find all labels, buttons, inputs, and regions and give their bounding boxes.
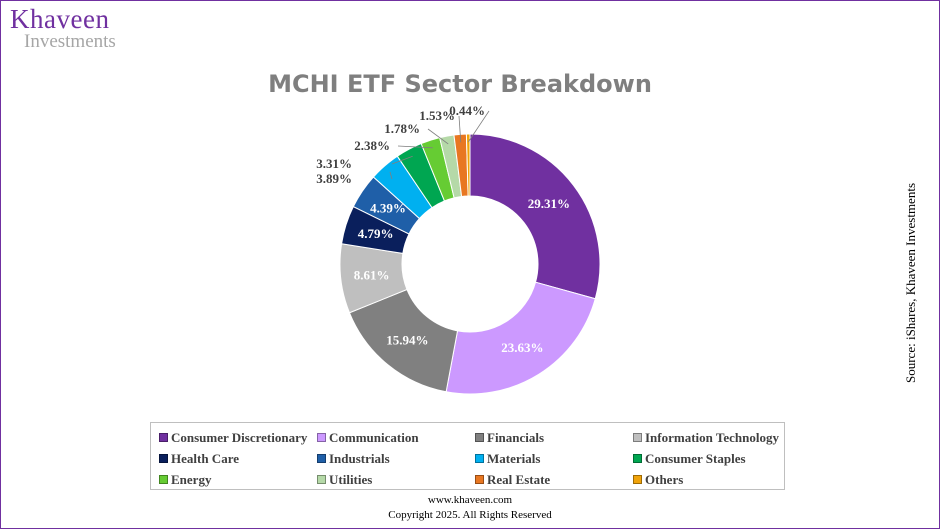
slice-others [465,133,471,197]
legend-item-health-care: Health Care [159,448,317,469]
legend-swatch [159,475,168,484]
legend-item-consumer-staples: Consumer Staples [633,448,791,469]
legend-swatch [159,433,168,442]
data-label-health-care: 4.79% [358,226,394,241]
legend-swatch [633,433,642,442]
legend-item-energy: Energy [159,469,317,490]
legend-label: Financials [487,429,545,445]
legend-swatch [475,433,484,442]
data-label-real-estate: 1.53% [419,108,455,123]
legend-item-materials: Materials [475,448,633,469]
leader-line-others [467,110,490,143]
donut-chart: 29.31% 23.63% 15.94% 8.61% 4.79% 4.39% 3.89%3.… [316,103,601,395]
legend-label: Consumer Staples [645,450,746,466]
legend-item-information-technology: Information Technology [633,427,791,448]
source-note: Source: iShares, Khaveen Investments [903,182,918,383]
legend-item-consumer-discretionary: Consumer Discretionary [159,427,317,448]
footer-url: www.khaveen.com [427,494,513,506]
legend-label: Real Estate [487,471,551,487]
slice-consumer-discretionary [469,133,601,300]
data-label-communication: 23.63% [501,340,543,355]
legend-swatch [317,475,326,484]
legend-label: Utilities [329,471,373,487]
legend-swatch [633,475,642,484]
legend-item-others: Others [633,469,791,490]
legend-label: Others [645,471,684,487]
legend-swatch [317,454,326,463]
legend-item-communication: Communication [317,427,475,448]
data-label-utilities: 1.78% [384,121,420,136]
legend-swatch [475,454,484,463]
leader-line-real-estate [458,115,462,143]
legend-item-utilities: Utilities [317,469,475,490]
data-label-energy: 2.38% [354,138,390,153]
data-label-consumer-staples: 3.31% [316,156,352,171]
legend-label: Consumer Discretionary [171,429,308,445]
legend-swatch [317,433,326,442]
legend-swatch [475,475,484,484]
data-label-others: 0.44% [449,103,485,118]
leader-line-utilities [427,128,449,145]
legend-label: Industrials [329,450,390,466]
legend-swatch [159,454,168,463]
footer-copyright: Copyright 2025. All Rights Reserved [388,509,552,521]
legend-label: Energy [171,471,212,487]
logo-sub: Investments [24,31,116,52]
legend-item-real-estate: Real Estate [475,469,633,490]
logo-main: Khaveen [10,4,110,34]
chart-title: MCHI ETF Sector Breakdown [268,70,652,98]
legend-label: Health Care [171,450,239,466]
data-label-consumer-discretionary: 29.31% [528,196,570,211]
legend-label: Communication [329,429,419,445]
legend-label: Information Technology [645,429,779,445]
data-label-materials: 3.89% [316,171,352,186]
data-label-industrials: 4.39% [370,200,406,215]
legend-item-industrials: Industrials [317,448,475,469]
chart-legend: Consumer Discretionary Communication Finan… [150,422,785,490]
leader-line-consumer-staples [391,155,413,165]
data-label-financials: 15.94% [386,333,428,348]
legend-item-financials: Financials [475,427,633,448]
slice-communication [445,281,596,395]
data-label-information-technology: 8.61% [354,267,390,282]
leader-line-materials [389,171,393,180]
leader-line-energy [397,145,433,149]
legend-swatch [633,454,642,463]
legend-label: Materials [487,450,541,466]
